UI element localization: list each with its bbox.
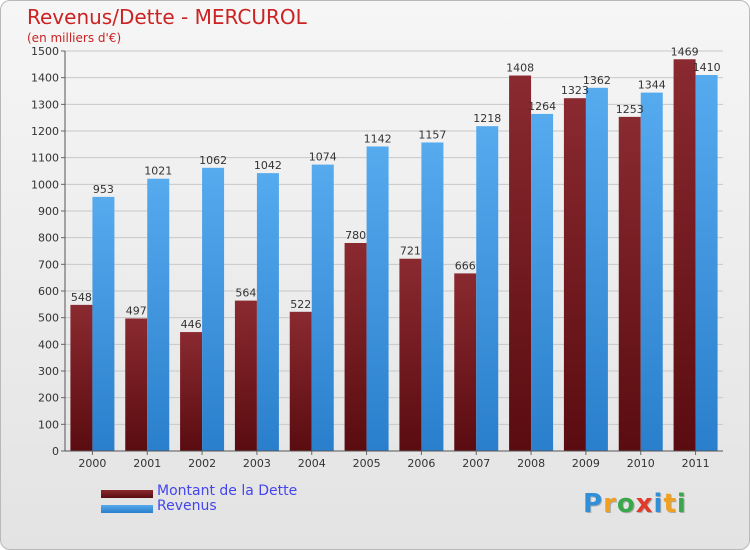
x-tick-label: 2002 (188, 457, 216, 470)
logo-letter: x (635, 489, 654, 519)
bar-revenus (147, 178, 170, 451)
bar-revenus (695, 75, 718, 451)
data-label-dette: 1469 (671, 45, 699, 58)
data-label-revenus: 1218 (473, 112, 501, 125)
bar-dette (618, 116, 641, 451)
y-tick-label: 1000 (31, 178, 59, 191)
x-tick-label: 2003 (243, 457, 271, 470)
data-label-dette: 721 (400, 245, 421, 258)
bar-revenus (421, 142, 444, 451)
y-tick-label: 1200 (31, 125, 59, 138)
data-label-dette: 564 (235, 287, 256, 300)
data-label-revenus: 1074 (309, 151, 337, 164)
legend-label-revenus: Revenus (157, 498, 217, 514)
data-label-dette: 1408 (506, 62, 534, 75)
x-tick-label: 2006 (407, 457, 435, 470)
bar-revenus (92, 196, 115, 451)
bar-revenus (366, 146, 389, 451)
logo-letter: r (603, 489, 617, 519)
data-label-dette: 1253 (616, 103, 644, 116)
logo-letter: t (663, 489, 677, 519)
bar-dette (563, 98, 586, 451)
legend-swatch-revenus (101, 505, 153, 513)
x-tick-label: 2011 (682, 457, 710, 470)
axes (61, 50, 723, 455)
x-tick-label: 2005 (353, 457, 381, 470)
data-label-revenus: 1042 (254, 159, 282, 172)
bar-dette (180, 332, 203, 451)
bar-dette (289, 311, 312, 451)
data-label-dette: 548 (71, 291, 92, 304)
y-tick-label: 900 (38, 205, 59, 218)
data-label-revenus: 1021 (144, 165, 172, 178)
proxiti-logo: Proxiti (583, 489, 687, 519)
bar-dette (125, 318, 148, 451)
chart-subtitle: (en milliers d'€) (27, 31, 122, 45)
logo-letter: i (653, 489, 664, 519)
legend-label-dette: Montant de la Dette (157, 483, 298, 499)
x-tick-label: 2000 (78, 457, 106, 470)
logo-letter: P (583, 489, 604, 519)
bar-dette (673, 59, 696, 452)
bar-revenus (640, 92, 663, 451)
bars (70, 59, 718, 452)
data-label-dette: 522 (290, 298, 311, 311)
bar-revenus (311, 164, 334, 451)
x-tick-label: 2007 (462, 457, 490, 470)
y-tick-label: 0 (52, 445, 59, 458)
x-tick-label: 2009 (572, 457, 600, 470)
y-tick-label: 600 (38, 285, 59, 298)
bar-dette (70, 304, 93, 451)
legend-swatch-dette (101, 490, 153, 498)
bar-dette (399, 258, 422, 451)
bar-revenus (256, 173, 279, 451)
bar-dette (234, 300, 257, 451)
chart-title: Revenus/Dette - MERCUROL (27, 5, 307, 29)
y-tick-label: 1400 (31, 72, 59, 85)
x-tick-label: 2001 (133, 457, 161, 470)
bar-revenus (531, 113, 554, 451)
bar-revenus (202, 167, 225, 452)
data-label-dette: 666 (455, 259, 476, 272)
bar-dette (509, 75, 532, 452)
data-label-dette: 497 (126, 304, 147, 317)
y-tick-label: 500 (38, 312, 59, 325)
x-tick-label: 2008 (517, 457, 545, 470)
y-tick-label: 800 (38, 232, 59, 245)
logo-letter: i (676, 489, 687, 519)
bar-dette (344, 243, 367, 451)
data-label-revenus: 1264 (528, 100, 556, 113)
y-tick-label: 300 (38, 365, 59, 378)
data-label-revenus: 1157 (418, 128, 446, 141)
y-tick-label: 100 (38, 418, 59, 431)
y-tick-label: 400 (38, 338, 59, 351)
labels: 0 100 200 300 400 500 600 700 800 900 1000 1100 1200… (31, 45, 721, 470)
data-label-revenus: 1142 (364, 132, 392, 145)
logo-letter: o (616, 489, 636, 519)
y-tick-label: 1100 (31, 152, 59, 165)
data-label-dette: 1323 (561, 84, 589, 97)
data-label-revenus: 1362 (583, 74, 611, 87)
data-label-revenus: 1344 (638, 79, 666, 92)
data-label-revenus: 1062 (199, 154, 227, 167)
y-tick-label: 1300 (31, 98, 59, 111)
x-tick-label: 2010 (627, 457, 655, 470)
bar-revenus (476, 126, 499, 451)
data-label-revenus: 953 (93, 183, 114, 196)
bar-dette (454, 273, 477, 451)
data-label-revenus: 1410 (693, 61, 721, 74)
data-label-dette: 780 (345, 229, 366, 242)
x-tick-label: 2004 (298, 457, 326, 470)
bar-revenus (585, 87, 608, 452)
data-label-dette: 446 (181, 318, 202, 331)
y-tick-label: 700 (38, 258, 59, 271)
y-tick-label: 1500 (31, 45, 59, 58)
y-tick-label: 200 (38, 392, 59, 405)
